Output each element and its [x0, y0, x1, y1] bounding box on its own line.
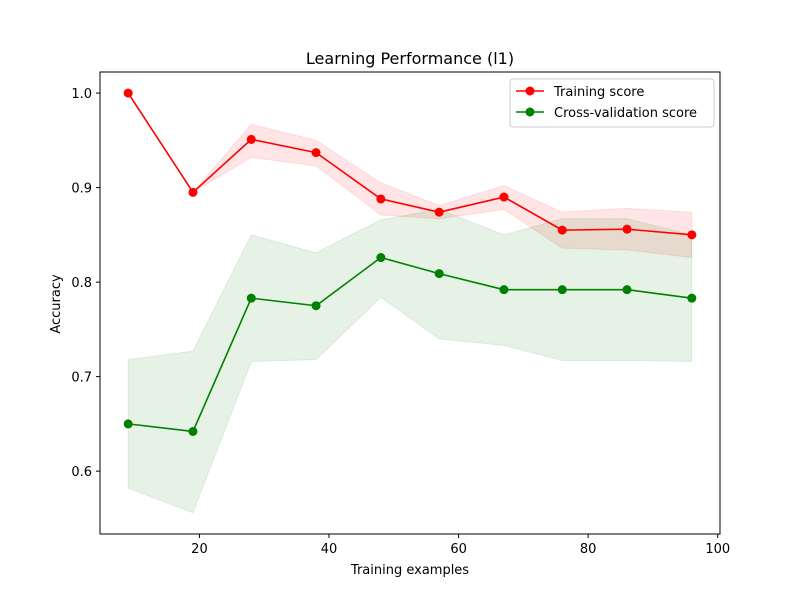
cv-score-point	[376, 253, 386, 263]
series-markers	[123, 88, 697, 436]
y-tick-label: 0.7	[71, 371, 92, 386]
x-tick-label: 60	[450, 542, 467, 557]
chart-title: Learning Performance (l1)	[306, 49, 514, 68]
legend: Training score Cross-validation score	[509, 78, 715, 128]
cv-legend-label: Cross-validation score	[554, 106, 697, 121]
cv-score-band	[127, 208, 693, 514]
series-lines	[127, 92, 692, 433]
training-score-point	[434, 207, 444, 217]
axes: 20 40 60 80 100 0.6 0.7 0.8 0.9 1.0	[71, 71, 730, 557]
training-score-line	[127, 92, 692, 236]
y-tick-label: 0.6	[71, 465, 92, 480]
training-score-point	[123, 88, 133, 98]
cv-score-point	[311, 301, 321, 311]
training-score-point	[311, 148, 321, 158]
x-tick-label: 20	[191, 542, 208, 557]
y-tick-label: 0.9	[71, 182, 92, 197]
training-score-point	[622, 224, 632, 234]
x-tick-label: 40	[321, 542, 338, 557]
y-tick-label: 1.0	[71, 87, 92, 102]
training-score-point	[499, 192, 509, 202]
cv-score-point	[188, 426, 198, 436]
training-score-point	[188, 187, 198, 197]
cv-score-point	[246, 293, 256, 303]
cv-score-point	[687, 293, 697, 303]
y-tick-label: 0.8	[71, 276, 92, 291]
y-axis-label: Accuracy	[49, 274, 64, 334]
cv-score-point	[123, 419, 133, 429]
x-tick-label: 100	[705, 542, 730, 557]
x-tick-label: 80	[580, 542, 597, 557]
plot-frame	[99, 71, 721, 535]
training-legend-marker	[525, 86, 535, 96]
cv-legend-marker	[525, 107, 535, 117]
cv-score-point	[557, 285, 567, 295]
training-score-point	[557, 225, 567, 235]
confidence-bands	[127, 92, 693, 514]
cv-score-point	[622, 285, 632, 295]
legend-box	[509, 78, 715, 128]
cv-score-point	[434, 269, 444, 279]
training-score-point	[376, 194, 386, 204]
training-legend-label: Training score	[553, 85, 644, 100]
x-axis-label: Training examples	[350, 563, 469, 578]
cv-score-line	[128, 256, 692, 433]
training-score-point	[246, 134, 256, 144]
cv-score-point	[499, 285, 509, 295]
training-score-point	[687, 230, 697, 240]
